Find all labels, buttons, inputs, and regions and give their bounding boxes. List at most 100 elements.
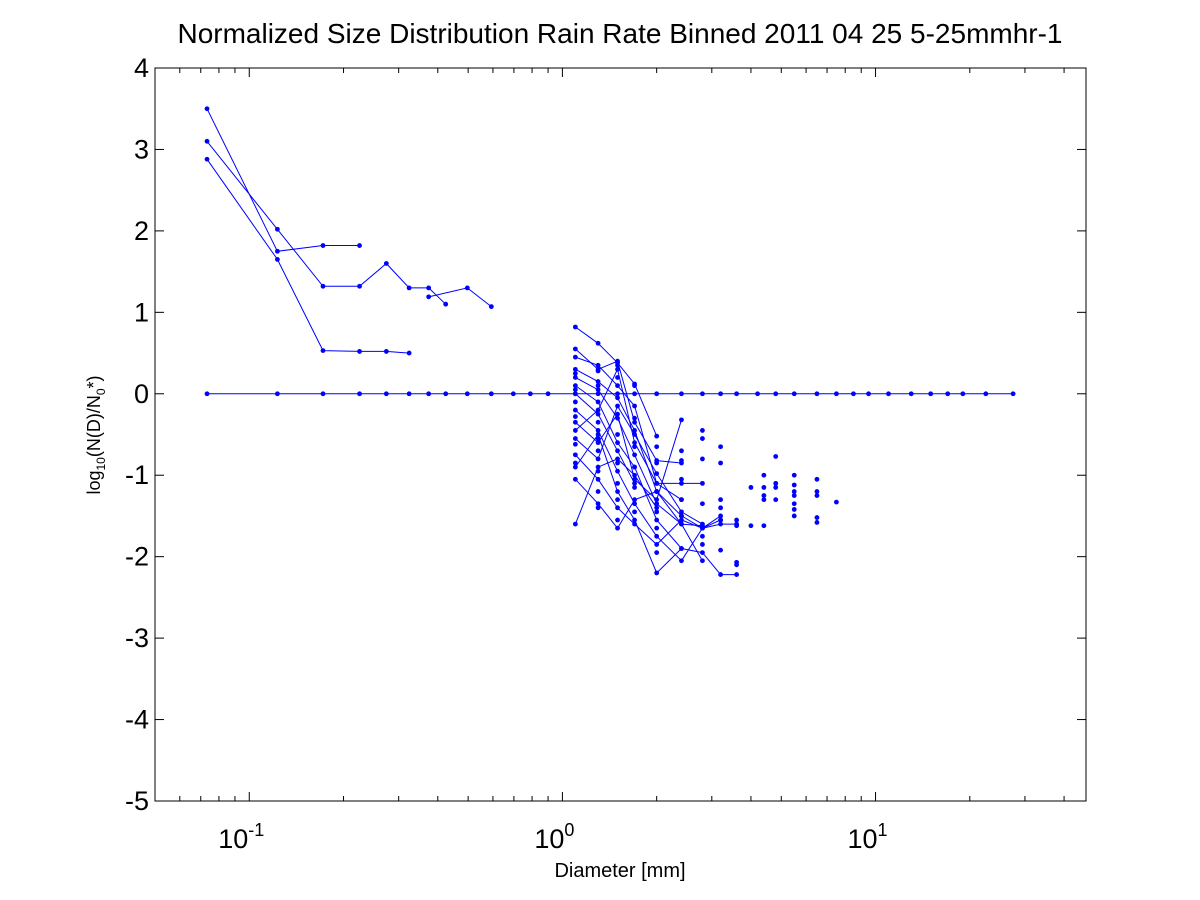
- data-point: [654, 509, 660, 515]
- data-point: [357, 243, 362, 248]
- data-point: [718, 513, 723, 519]
- data-point: [718, 521, 723, 527]
- data-point: [718, 497, 723, 503]
- data-point: [791, 391, 797, 397]
- data-point: [814, 391, 820, 397]
- y-axis-label: log10(N(D)/N0*): [84, 375, 108, 494]
- data-point: [527, 391, 533, 397]
- data-point: [572, 464, 578, 470]
- x-tick-label-base: 10: [534, 824, 564, 854]
- data-point: [615, 403, 620, 409]
- data-point: [679, 417, 684, 423]
- y-tick-label: 4: [134, 53, 149, 83]
- data-point: [718, 505, 723, 511]
- data-point: [320, 283, 326, 289]
- data-point: [718, 517, 723, 523]
- data-point: [632, 403, 637, 409]
- data-point: [595, 432, 601, 437]
- data-point: [572, 371, 578, 376]
- data-point: [615, 460, 620, 466]
- series-line: [206, 140, 447, 305]
- y-tick-label: -4: [125, 705, 149, 735]
- data-point: [851, 391, 856, 397]
- data-point: [443, 391, 449, 397]
- data-point: [679, 391, 684, 397]
- data-point: [615, 432, 620, 437]
- data-point: [464, 391, 470, 397]
- data-point: [615, 505, 620, 511]
- data-point: [734, 517, 740, 523]
- data-point: [814, 493, 820, 498]
- data-point: [320, 243, 326, 248]
- data-point: [654, 444, 660, 450]
- data-point: [654, 501, 660, 507]
- data-point: [654, 533, 660, 539]
- series-line: [575, 348, 682, 464]
- data-point: [791, 482, 797, 488]
- y-tick-label: 1: [134, 297, 149, 327]
- series-line: [575, 393, 636, 484]
- data-point: [615, 366, 620, 372]
- data-point: [654, 433, 660, 439]
- x-tick-label-base: 10: [218, 824, 248, 854]
- data-point: [654, 497, 660, 503]
- data-point: [632, 521, 637, 527]
- data-point: [204, 106, 210, 112]
- y-tick-label: -2: [125, 542, 149, 572]
- data-point: [572, 391, 578, 397]
- data-point: [679, 513, 684, 519]
- data-point: [866, 391, 871, 397]
- data-point: [632, 476, 637, 482]
- data-point: [679, 476, 684, 482]
- data-point: [718, 572, 723, 577]
- data-point: [700, 456, 705, 462]
- series-line: [206, 108, 360, 252]
- data-point: [615, 383, 620, 389]
- data-point: [572, 460, 578, 466]
- data-point: [595, 411, 601, 417]
- x-axis-label: Diameter [mm]: [554, 860, 685, 882]
- data-point: [572, 346, 578, 352]
- x-tick-label: 100: [534, 820, 574, 854]
- data-point: [734, 523, 740, 529]
- data-point: [572, 375, 578, 380]
- y-axis-label-log: log: [84, 471, 104, 495]
- y-tick-label: 3: [134, 134, 149, 164]
- data-point: [908, 391, 914, 397]
- data-point: [679, 458, 684, 463]
- data-point: [945, 391, 951, 397]
- data-point: [357, 349, 362, 354]
- x-tick-label-exponent: -1: [248, 820, 264, 840]
- data-point: [615, 375, 620, 380]
- data-point: [615, 415, 620, 421]
- y-axis-label-ratio: (N(D)/N: [84, 395, 104, 457]
- data-point: [572, 366, 578, 372]
- data-point: [761, 497, 767, 503]
- data-point: [572, 399, 578, 405]
- data-point: [320, 348, 326, 354]
- data-point: [595, 456, 601, 462]
- data-point: [654, 505, 660, 511]
- data-point: [426, 391, 432, 397]
- data-point: [654, 489, 660, 494]
- data-point: [595, 476, 601, 482]
- y-tick-label: 0: [134, 379, 149, 409]
- data-point: [615, 456, 620, 462]
- data-point: [773, 454, 779, 459]
- data-point: [632, 464, 637, 470]
- data-point: [595, 362, 601, 368]
- data-point: [654, 570, 660, 576]
- data-point: [734, 572, 740, 577]
- data-point: [572, 414, 578, 419]
- data-point: [632, 497, 637, 503]
- data-point: [960, 391, 966, 397]
- data-point: [700, 391, 705, 397]
- data-markers: [204, 106, 1016, 577]
- x-tick-label-exponent: 1: [878, 820, 888, 840]
- data-point: [545, 391, 551, 397]
- data-point: [755, 391, 760, 397]
- data-point: [275, 256, 280, 262]
- data-point: [443, 301, 449, 307]
- data-point: [615, 497, 620, 503]
